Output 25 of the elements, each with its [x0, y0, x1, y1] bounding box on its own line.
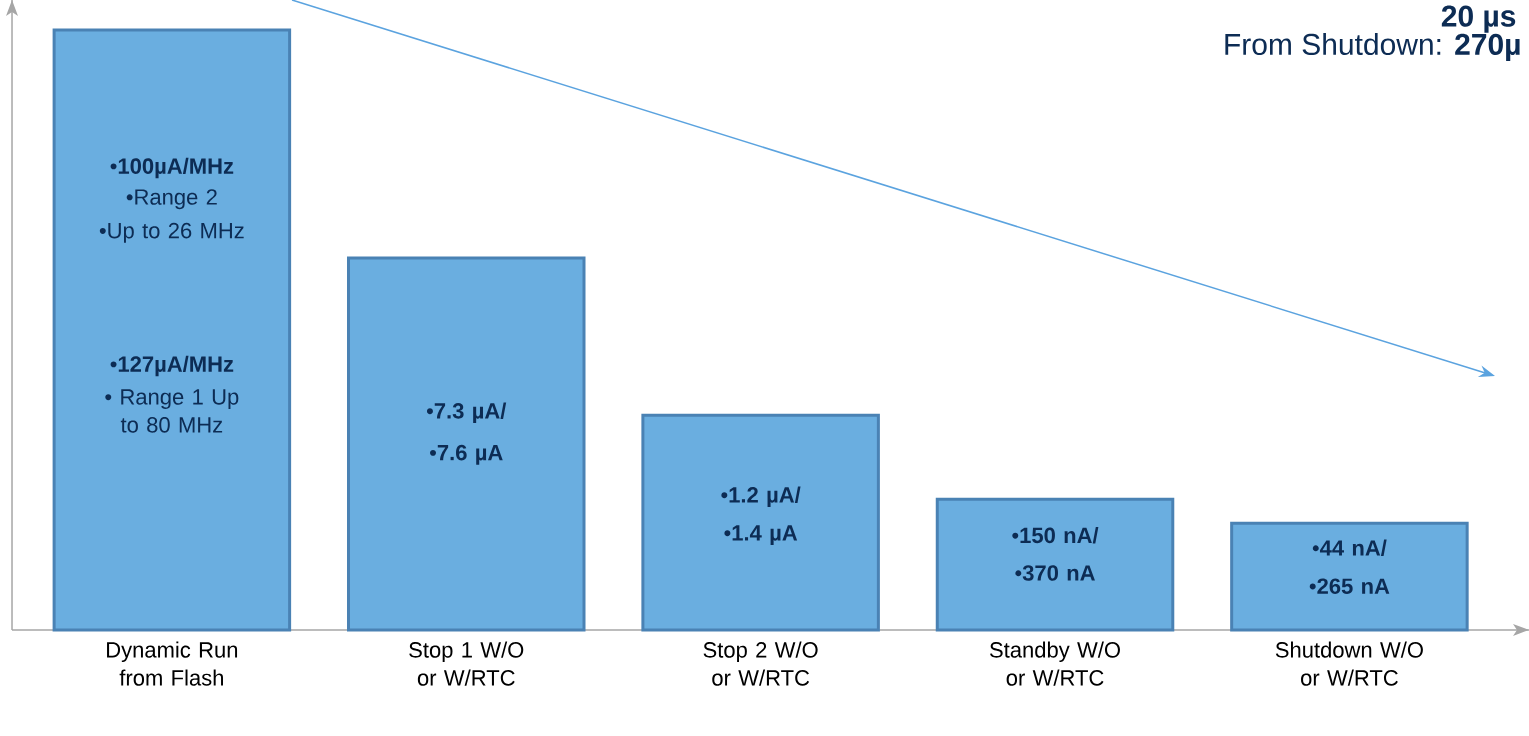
annotation: •127µA/MHz — [110, 355, 234, 377]
annotation: •1.2 µA/ — [721, 486, 801, 508]
x-tick-label: Stop 2 W/O or W/RTC — [703, 641, 818, 686]
annotation: 20 µs — [1441, 5, 1516, 33]
annotation: •Range 2 — [126, 189, 217, 210]
annotation: •Up to 26 MHz — [99, 222, 244, 243]
bar — [1230, 521, 1469, 632]
annotation: •100µA/MHz — [110, 157, 234, 179]
x-tick-label: Dynamic Run from Flash — [107, 641, 238, 686]
x-tick-label: Shutdown W/O or W/RTC — [1275, 641, 1423, 686]
annotation: •150 nA/ — [1012, 526, 1099, 544]
annotation: •265 nA — [1309, 578, 1390, 594]
annotation: •370 nA — [1015, 565, 1095, 581]
bar — [52, 28, 292, 632]
annotation: •7.6 µA — [430, 444, 503, 465]
bar — [935, 497, 1175, 632]
annotation: •1.4 µA — [724, 525, 798, 546]
bar — [641, 413, 880, 632]
annotation: •7.3 µA/ — [426, 402, 507, 424]
x-tick-label: Stop 1 W/O or W/RTC — [409, 641, 524, 686]
annotation: •44 nA/ — [1312, 539, 1387, 556]
x-tick-label: Standby W/O or W/RTC — [990, 641, 1120, 686]
bar — [347, 256, 586, 632]
annotation: • Range 1 Up to 80 MHz — [105, 389, 239, 433]
annotation: From Shutdown: 270µ — [1225, 33, 1520, 61]
